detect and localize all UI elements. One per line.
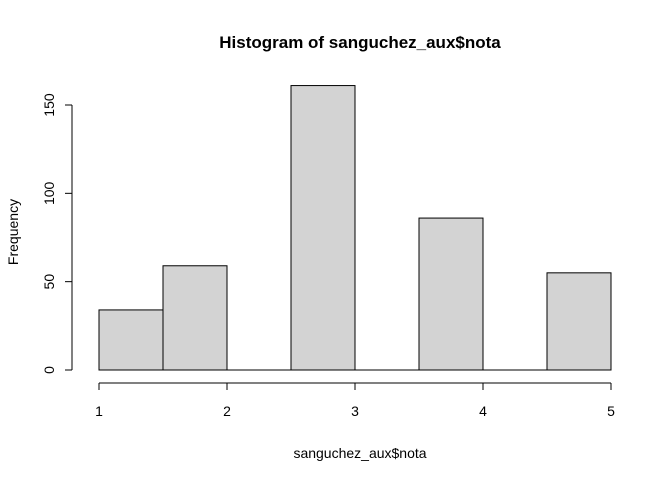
histogram-bar-1 (98, 309, 164, 371)
y-tick-label: 100 (41, 181, 57, 205)
x-tick-label: 3 (351, 403, 359, 419)
chart-title: Histogram of sanguchez_aux$nota (219, 33, 501, 52)
x-axis-label: sanguchez_aux$nota (293, 445, 426, 461)
y-axis-label: Frequency (5, 199, 21, 265)
y-tick-label: 50 (41, 274, 57, 290)
histogram-bar-6 (418, 217, 484, 371)
x-tick-label: 2 (223, 403, 231, 419)
y-tick-label: 0 (41, 366, 57, 374)
bars-group (98, 85, 612, 371)
x-tick-label: 1 (95, 403, 103, 419)
histogram-bar-2 (162, 265, 228, 371)
y-axis: 0 50 100 150 (41, 93, 73, 374)
y-tick-label: 150 (41, 93, 57, 117)
x-tick-label: 5 (607, 403, 615, 419)
x-axis: 1 2 3 4 5 (95, 382, 615, 419)
histogram-bar-4 (290, 85, 356, 371)
histogram-bar-8 (546, 272, 612, 371)
x-tick-label: 4 (479, 403, 487, 419)
